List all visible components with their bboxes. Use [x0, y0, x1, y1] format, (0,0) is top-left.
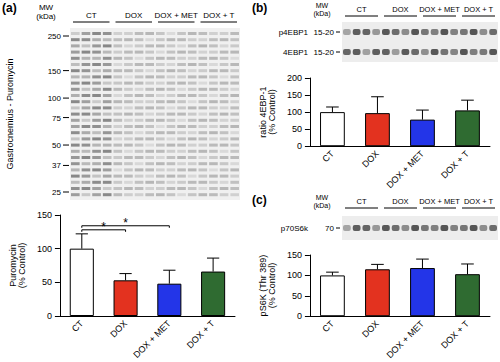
svg-text:Puromycin: Puromycin [7, 244, 18, 287]
svg-text:(a): (a) [2, 1, 17, 15]
svg-text:CT: CT [70, 318, 86, 334]
svg-text:CT: CT [86, 11, 97, 20]
svg-text:DOX + T: DOX + T [203, 11, 234, 20]
svg-text:(kDa): (kDa) [313, 10, 330, 18]
svg-text:DOX + T: DOX + T [185, 318, 217, 350]
svg-text:200: 200 [287, 73, 302, 83]
svg-text:(% Control): (% Control) [17, 243, 27, 289]
svg-text:ratio 4EBP-1: ratio 4EBP-1 [257, 86, 268, 138]
svg-text:100: 100 [287, 107, 302, 117]
svg-text:MW: MW [39, 3, 54, 12]
svg-text:50: 50 [42, 277, 52, 287]
svg-text:150: 150 [287, 90, 302, 100]
svg-text:pS6K (Thr 389): pS6K (Thr 389) [257, 254, 268, 317]
svg-text:MW: MW [316, 2, 329, 9]
svg-text:CT: CT [320, 148, 336, 164]
svg-text:*: * [101, 220, 106, 234]
svg-text:(% Control): (% Control) [267, 263, 277, 309]
svg-text:DOX + MET: DOX + MET [419, 5, 460, 14]
svg-text:(kDa): (kDa) [313, 202, 330, 210]
svg-text:CT: CT [320, 318, 336, 334]
svg-text:150: 150 [287, 250, 302, 260]
svg-text:50: 50 [292, 291, 302, 301]
svg-text:(% Control): (% Control) [267, 89, 277, 135]
svg-text:DOX + MET: DOX + MET [131, 318, 173, 360]
svg-text:p70S6k: p70S6k [281, 224, 309, 233]
svg-text:50: 50 [52, 141, 61, 150]
svg-text:DOX + MET: DOX + MET [385, 148, 427, 190]
svg-text:DOX: DOX [360, 149, 381, 170]
svg-text:150: 150 [48, 67, 62, 76]
svg-text:DOX + T: DOX + T [464, 197, 494, 206]
svg-text:Gastrocnemius - Puromycin: Gastrocnemius - Puromycin [5, 58, 15, 169]
svg-text:(kDa): (kDa) [36, 12, 56, 21]
svg-text:DOX: DOX [125, 11, 143, 20]
svg-text:DOX: DOX [392, 197, 408, 206]
svg-text:DOX + MET: DOX + MET [419, 197, 460, 206]
svg-text:DOX: DOX [360, 319, 381, 340]
svg-text:DOX + T: DOX + T [439, 318, 471, 350]
svg-text:0: 0 [47, 311, 52, 321]
svg-text:DOX + T: DOX + T [464, 5, 494, 14]
svg-text:50: 50 [292, 124, 302, 134]
svg-text:100: 100 [48, 94, 62, 103]
svg-text:150: 150 [37, 210, 52, 220]
svg-text:DOX + T: DOX + T [439, 148, 471, 180]
svg-text:75: 75 [52, 114, 61, 123]
svg-text:70: 70 [325, 224, 334, 233]
svg-text:DOX + MET: DOX + MET [385, 318, 427, 360]
svg-text:(c): (c) [252, 193, 267, 207]
svg-text:MW: MW [316, 194, 329, 201]
svg-text:25: 25 [52, 188, 61, 197]
svg-text:*: * [123, 216, 128, 230]
svg-text:DOX: DOX [392, 5, 408, 14]
svg-text:15-20: 15-20 [314, 48, 335, 57]
svg-text:CT: CT [357, 197, 367, 206]
svg-text:(b): (b) [252, 1, 267, 15]
svg-text:15-20: 15-20 [314, 28, 335, 37]
svg-text:4EBP1: 4EBP1 [283, 48, 308, 57]
svg-text:DOX + MET: DOX + MET [155, 11, 198, 20]
svg-text:CT: CT [357, 5, 367, 14]
svg-text:0: 0 [297, 141, 302, 151]
svg-text:250: 250 [48, 32, 62, 41]
svg-text:100: 100 [37, 244, 52, 254]
svg-text:p4EBP1: p4EBP1 [279, 28, 309, 37]
svg-text:0: 0 [297, 311, 302, 321]
svg-text:37: 37 [52, 161, 61, 170]
svg-text:DOX: DOX [108, 318, 129, 339]
svg-text:100: 100 [287, 270, 302, 280]
